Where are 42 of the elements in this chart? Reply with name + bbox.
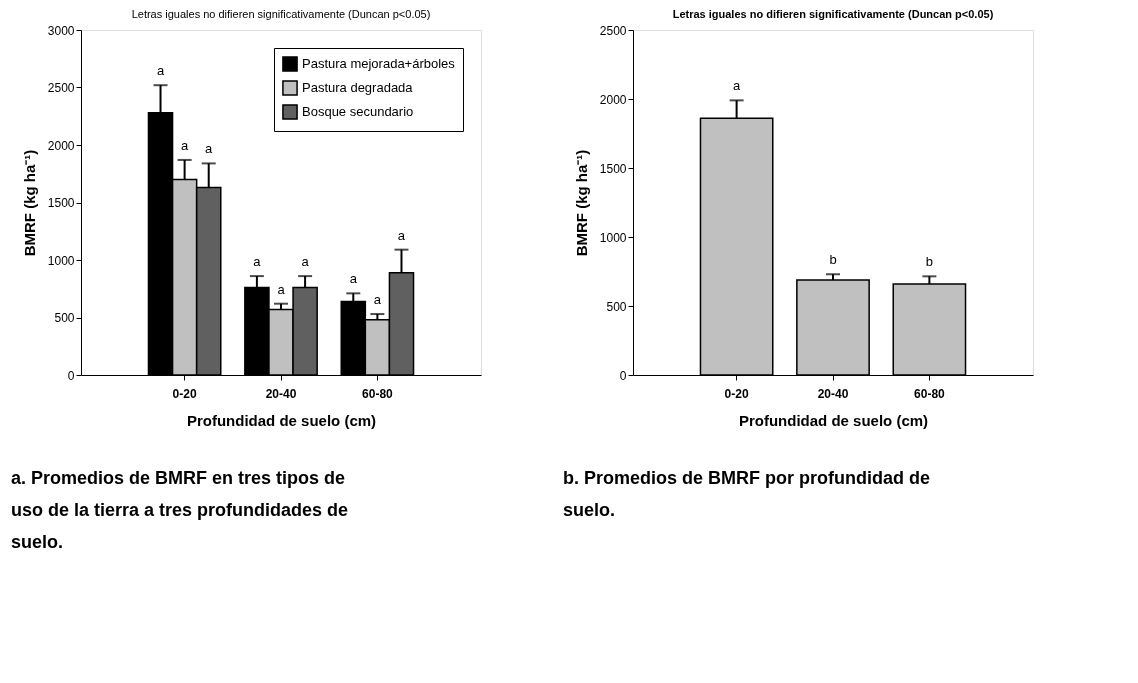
x-tick-label: 60-80: [362, 386, 394, 401]
x-tick-label: 0-20: [724, 386, 749, 401]
chart-title: Letras iguales no difieren significativamente (Duncan p<0.05): [131, 8, 431, 20]
text: a. Promedios de BMRF en tres tipos de uso de la tierra a tres profundidades de suelo.: [11, 468, 349, 552]
x-axis-title: Profundidad de suelo (cm): [186, 411, 377, 429]
data-label: a: [205, 141, 214, 157]
x-axis-title: Profundidad de suelo (cm): [738, 411, 929, 429]
y-tick-label: 2500: [47, 81, 75, 95]
data-label: a: [253, 254, 262, 270]
data-label: a: [301, 254, 310, 270]
data-label: a: [733, 78, 741, 94]
y-tick-label: 0: [619, 368, 627, 383]
y-axis-title: BMRF (kg ha⁻¹): [572, 149, 590, 257]
chart-title: Letras iguales no difieren significativamente (Duncan p<0.05): [672, 8, 994, 20]
data-label: a: [181, 137, 189, 153]
legend-label: Pastura degradada: [302, 80, 414, 95]
y-axis-title: BMRF (kg ha⁻¹): [20, 149, 38, 257]
x-tick-label: 0-20: [172, 386, 197, 401]
y-tick-label: 3000: [47, 23, 75, 38]
y-tick-label: 1500: [47, 196, 75, 210]
data-label: b: [829, 252, 837, 268]
data-label: a: [373, 292, 382, 308]
data-label: b: [925, 254, 933, 270]
y-tick-label: 500: [54, 311, 75, 325]
data-label: a: [277, 281, 286, 297]
y-tick-label: 500: [606, 299, 627, 314]
data-label: a: [349, 271, 358, 287]
y-tick-label: 1000: [599, 230, 627, 245]
y-tick-label: 0: [67, 368, 75, 383]
x-tick-label: 20-40: [817, 386, 849, 401]
y-tick-label: 1000: [47, 253, 75, 268]
y-tick-label: 1500: [599, 161, 627, 176]
text: b. Promedios de BMRF por profundidad de suelo.: [563, 468, 930, 520]
y-tick-label: 2500: [599, 23, 627, 38]
data-label: a: [397, 227, 406, 243]
legend-label: Pastura mejorada+árboles: [302, 56, 456, 71]
y-tick-label: 2000: [599, 92, 627, 107]
x-tick-label: 20-40: [265, 386, 297, 401]
data-label: a: [156, 63, 165, 79]
legend-label: Bosque secundario: [302, 104, 414, 119]
x-tick-label: 60-80: [914, 386, 946, 401]
y-tick-label: 2000: [47, 138, 75, 153]
